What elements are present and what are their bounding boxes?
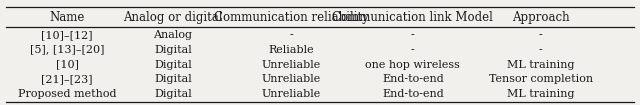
Text: Digital: Digital [154, 60, 191, 70]
Text: Reliable: Reliable [268, 45, 314, 55]
Text: Unreliable: Unreliable [262, 74, 321, 85]
Text: ML training: ML training [507, 89, 575, 99]
Text: Proposed method: Proposed method [18, 89, 116, 99]
Text: Analog: Analog [154, 30, 192, 40]
Text: Tensor completion: Tensor completion [489, 74, 593, 85]
Text: ML training: ML training [507, 60, 575, 70]
Text: -: - [539, 30, 543, 40]
Text: Unreliable: Unreliable [262, 60, 321, 70]
Text: End-to-end: End-to-end [382, 74, 444, 85]
Text: Approach: Approach [512, 11, 570, 24]
Text: Digital: Digital [154, 45, 191, 55]
Text: -: - [289, 30, 293, 40]
Text: -: - [411, 30, 415, 40]
Text: Analog or digital: Analog or digital [123, 11, 223, 24]
Text: -: - [411, 45, 415, 55]
Text: [5], [13]–[20]: [5], [13]–[20] [30, 45, 104, 55]
Text: Communication reliability: Communication reliability [214, 11, 369, 24]
Text: [21]–[23]: [21]–[23] [42, 74, 93, 85]
Text: Communication link Model: Communication link Model [332, 11, 493, 24]
Text: Name: Name [49, 11, 85, 24]
Text: End-to-end: End-to-end [382, 89, 444, 99]
Text: Digital: Digital [154, 74, 191, 85]
Text: Unreliable: Unreliable [262, 89, 321, 99]
Text: Digital: Digital [154, 89, 191, 99]
Text: [10]: [10] [56, 60, 79, 70]
Text: -: - [539, 45, 543, 55]
Text: one hop wireless: one hop wireless [365, 60, 460, 70]
Text: [10]–[12]: [10]–[12] [42, 30, 93, 40]
